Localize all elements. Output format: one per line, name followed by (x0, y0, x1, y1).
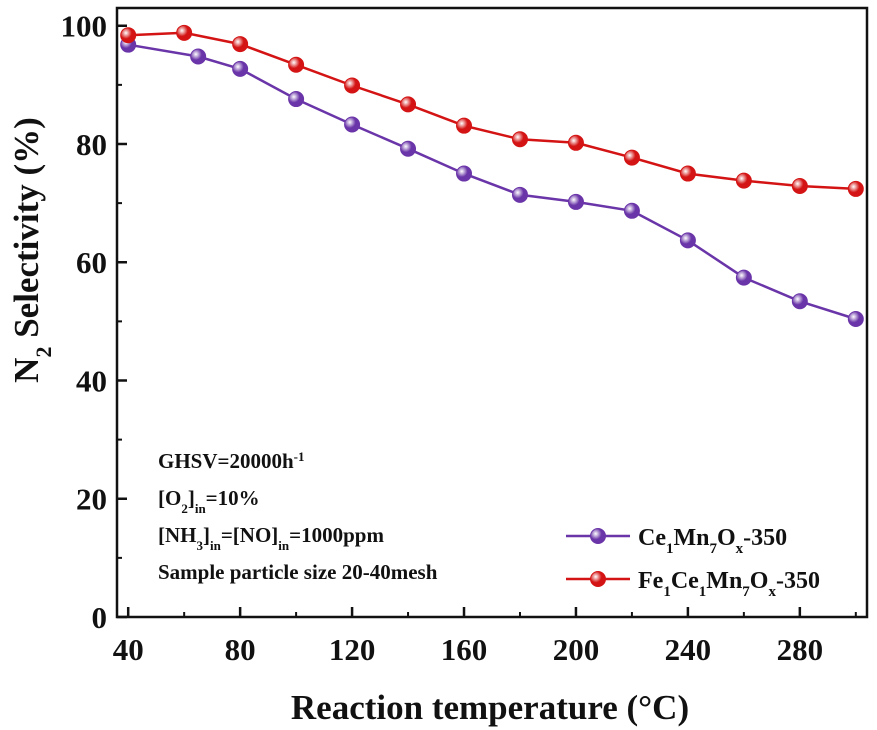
conditions-annotation: GHSV=20000h-1 [O2]in=10% [NH3]in=[NO]in=10… (158, 449, 438, 585)
series-line-fe (128, 31, 856, 191)
y-tick-label: 100 (61, 9, 108, 44)
x-tick-label: 120 (329, 632, 376, 667)
data-point-fe (344, 77, 361, 94)
note-line: GHSV=20000h-1 (158, 449, 305, 474)
x-axis-title: Reaction temperature (°C) (291, 688, 689, 727)
data-point-ce (288, 91, 305, 108)
data-point-ce (623, 202, 640, 219)
legend-label-ce: Ce1Mn7Ox-350 (638, 525, 787, 557)
data-point-ce (791, 293, 808, 310)
data-point-fe (791, 177, 808, 194)
data-point-fe (567, 134, 584, 151)
legend-marker-ce (590, 528, 606, 544)
data-point-fe (623, 149, 640, 166)
data-point-fe (232, 36, 249, 53)
x-tick-label: 280 (777, 632, 824, 667)
data-point-ce (847, 311, 864, 328)
data-point-ce (511, 186, 528, 203)
data-point-fe (176, 24, 193, 41)
data-point-ce (567, 193, 584, 210)
data-point-fe (679, 165, 696, 182)
note-line: [NH3]in=[NO]in=1000ppm (158, 523, 384, 553)
axes: 40 80 120 160 200 240 280 0 20 40 60 80 100 (61, 6, 869, 667)
data-point-ce (190, 48, 207, 65)
data-point-ce (679, 232, 696, 249)
x-tick-label: 80 (225, 632, 256, 667)
y-tick-label: 20 (76, 482, 107, 517)
data-point-fe (120, 27, 137, 44)
data-point-ce (456, 165, 473, 182)
x-tick-label: 200 (553, 632, 600, 667)
legend: Ce1Mn7Ox-350 Fe1Ce1Mn7Ox-350 (566, 525, 820, 600)
y-tick-label: 40 (76, 363, 107, 398)
data-point-ce (400, 140, 417, 157)
data-point-fe (456, 117, 473, 134)
series-line-ce (127, 43, 857, 321)
legend-label-fe: Fe1Ce1Mn7Ox-350 (638, 568, 820, 600)
plot-frame (115, 6, 869, 619)
x-tick-label: 240 (665, 632, 712, 667)
x-tick-label: 160 (441, 632, 488, 667)
data-point-fe (288, 56, 305, 73)
data-point-ce (735, 269, 752, 286)
data-points (120, 24, 864, 328)
x-tick-label: 40 (113, 632, 144, 667)
data-point-ce (344, 116, 361, 133)
data-point-fe (400, 96, 417, 113)
series-lines (127, 31, 857, 321)
note-line: Sample particle size 20-40mesh (158, 560, 438, 584)
y-tick-label: 80 (76, 127, 107, 162)
data-point-fe (511, 131, 528, 148)
data-point-fe (847, 180, 864, 197)
y-axis-title: N2 Selectivity (%) (7, 117, 56, 383)
data-point-ce (232, 60, 249, 77)
note-line: [O2]in=10% (158, 486, 260, 516)
y-tick-label: 0 (92, 600, 108, 635)
legend-marker-fe (590, 571, 606, 587)
y-tick-label: 60 (76, 245, 107, 280)
data-point-fe (735, 172, 752, 189)
